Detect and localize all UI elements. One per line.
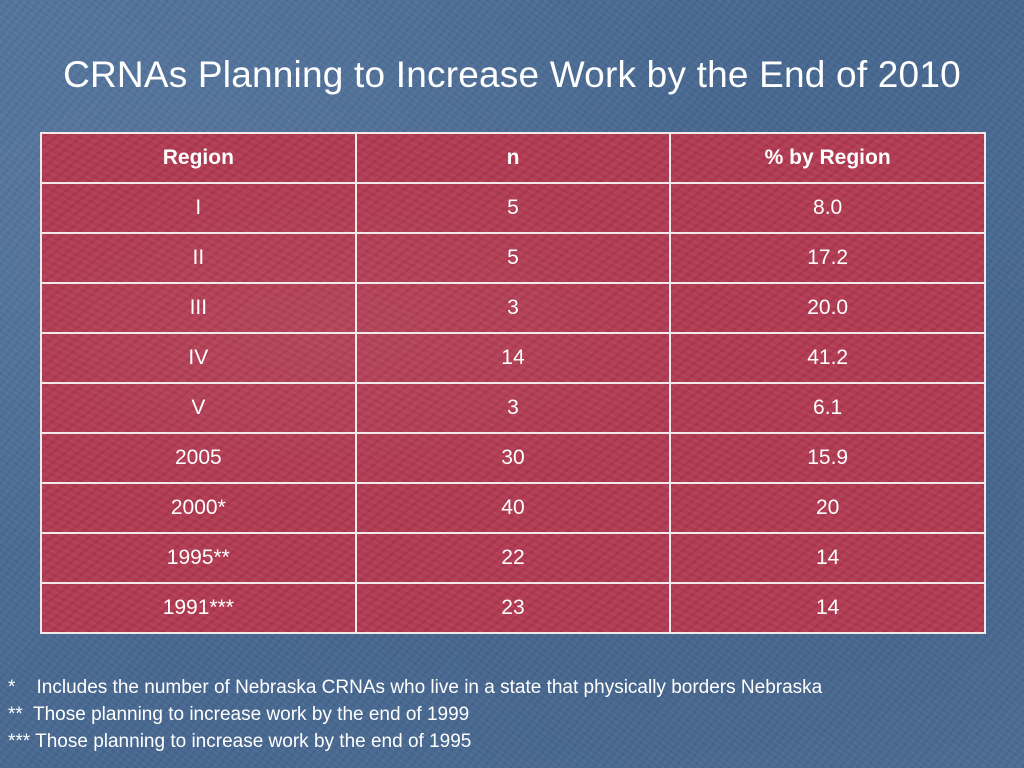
header-region: Region bbox=[40, 132, 357, 184]
footnote-single-asterisk: * Includes the number of Nebraska CRNAs … bbox=[8, 677, 823, 698]
cell-percent: 14 bbox=[669, 582, 986, 634]
cell-percent: 41.2 bbox=[669, 332, 986, 384]
cell-region: IV bbox=[40, 332, 357, 384]
cell-region: III bbox=[40, 282, 357, 334]
cell-n: 40 bbox=[354, 482, 672, 534]
cell-percent: 8.0 bbox=[669, 182, 986, 234]
cell-n: 14 bbox=[354, 332, 672, 384]
table-header-row: Region n % by Region bbox=[40, 132, 986, 184]
table-row: II 5 17.2 bbox=[40, 232, 986, 284]
cell-n: 30 bbox=[354, 432, 672, 484]
table-row: 2005 30 15.9 bbox=[40, 432, 986, 484]
data-table-container: Region n % by Region I 5 8.0 II 5 17.2 I… bbox=[40, 132, 986, 634]
cell-region: 2005 bbox=[40, 432, 357, 484]
table-row: 2000* 40 20 bbox=[40, 482, 986, 534]
cell-region: 1995** bbox=[40, 532, 357, 584]
cell-region: II bbox=[40, 232, 357, 284]
cell-n: 3 bbox=[354, 282, 672, 334]
cell-region: I bbox=[40, 182, 357, 234]
cell-n: 3 bbox=[354, 382, 672, 434]
cell-n: 22 bbox=[354, 532, 672, 584]
table-row: 1991*** 23 14 bbox=[40, 582, 986, 634]
cell-region: V bbox=[40, 382, 357, 434]
slide-title: CRNAs Planning to Increase Work by the E… bbox=[63, 54, 961, 95]
cell-percent: 17.2 bbox=[669, 232, 986, 284]
footnotes: * Includes the number of Nebraska CRNAs … bbox=[8, 674, 1018, 755]
footnote-triple-asterisk: *** Those planning to increase work by t… bbox=[8, 731, 472, 752]
header-n: n bbox=[354, 132, 672, 184]
cell-percent: 6.1 bbox=[669, 382, 986, 434]
cell-n: 5 bbox=[354, 182, 672, 234]
cell-percent: 14 bbox=[669, 532, 986, 584]
footnote-double-asterisk: ** Those planning to increase work by th… bbox=[8, 704, 470, 725]
data-table: Region n % by Region I 5 8.0 II 5 17.2 I… bbox=[40, 132, 986, 634]
cell-n: 23 bbox=[354, 582, 672, 634]
table-row: 1995** 22 14 bbox=[40, 532, 986, 584]
cell-region: 2000* bbox=[40, 482, 357, 534]
cell-n: 5 bbox=[354, 232, 672, 284]
cell-region: 1991*** bbox=[40, 582, 357, 634]
table-row: I 5 8.0 bbox=[40, 182, 986, 234]
table-row: V 3 6.1 bbox=[40, 382, 986, 434]
table-row: IV 14 41.2 bbox=[40, 332, 986, 384]
cell-percent: 15.9 bbox=[669, 432, 986, 484]
header-percent-by-region: % by Region bbox=[669, 132, 986, 184]
table-row: III 3 20.0 bbox=[40, 282, 986, 334]
cell-percent: 20.0 bbox=[669, 282, 986, 334]
cell-percent: 20 bbox=[669, 482, 986, 534]
